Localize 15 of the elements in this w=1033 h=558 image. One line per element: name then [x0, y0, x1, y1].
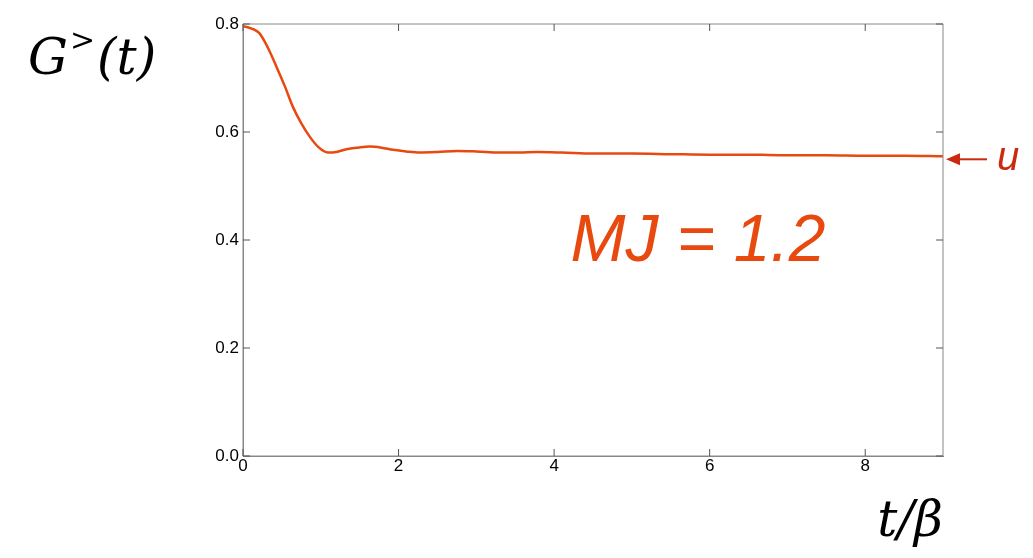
line-series: [243, 24, 943, 158]
y-axis-title: G>(t): [28, 22, 157, 86]
y-tick-label: 0.4: [215, 229, 239, 249]
y-tick-label: 0.6: [215, 121, 239, 141]
x-axis-title: t/β: [877, 490, 943, 548]
y-tick-label: 0.8: [215, 13, 239, 33]
annotation: u: [997, 134, 1020, 179]
y-tick-label: 0.0: [215, 445, 239, 465]
x-tick-label: 8: [860, 455, 870, 475]
y-tick-label: 0.2: [215, 337, 239, 357]
x-tick-label: 2: [393, 455, 404, 475]
annotation: MJ = 1.2: [570, 201, 826, 276]
x-tick-label: 6: [704, 455, 715, 475]
x-tick-label: 4: [549, 455, 559, 475]
x-tick-label: 0: [238, 455, 248, 475]
